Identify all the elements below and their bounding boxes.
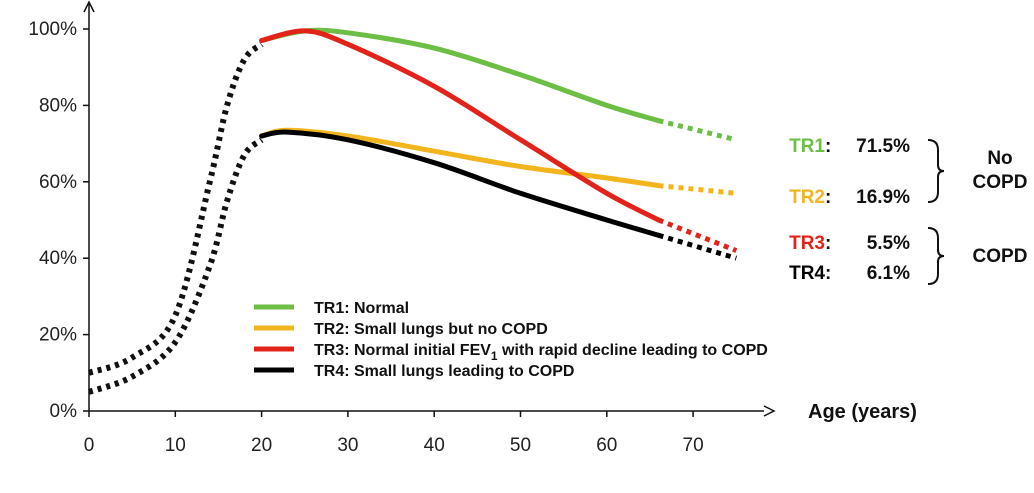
y-tick-label: 100% — [28, 19, 77, 40]
annotation-label: TR4 — [789, 263, 825, 284]
y-tick-label: 0% — [50, 401, 78, 422]
x-tick-label: 0 — [84, 435, 95, 456]
x-tick-label: 70 — [683, 435, 704, 456]
axes — [83, 0, 776, 417]
x-tick-label: 50 — [510, 435, 531, 456]
annotation-label: TR2 — [789, 187, 825, 208]
series-line — [259, 129, 662, 238]
series-extrapolation-dotted — [658, 183, 737, 196]
brace-no-copd — [927, 139, 945, 203]
annotation-label: TR3 — [789, 233, 825, 254]
x-tick-label: 10 — [165, 435, 186, 456]
growth-curve-dotted — [88, 137, 264, 395]
annotation-colon: : — [825, 187, 831, 208]
y-tick-label: 40% — [39, 248, 77, 269]
y-tick-label: 20% — [39, 325, 77, 346]
series-lines — [259, 27, 738, 261]
legend-entry: TR2: Small lungs but no COPD — [314, 321, 548, 338]
annotation-value: 16.9% — [856, 187, 910, 208]
series-line — [259, 27, 662, 124]
annotation-value: 6.1% — [867, 263, 910, 284]
ticks: 0% 20% 40% 60% 80% 100% 0 10 20 30 40 50 60 70 — [28, 19, 703, 456]
annotation-label: TR1 — [789, 136, 825, 157]
series-extrapolation-dotted — [657, 118, 737, 143]
y-tick-label: 60% — [39, 172, 77, 193]
legend: TR1: Normal TR2: Small lungs but no COPD T… — [254, 300, 768, 380]
annotation-colon: : — [825, 263, 831, 284]
x-tick-label: 30 — [337, 435, 358, 456]
y-tick-label: 80% — [39, 95, 77, 116]
growth-curves — [88, 41, 264, 395]
annotation-value: 71.5% — [856, 136, 910, 157]
group-label-copd: COPD — [973, 246, 1028, 267]
annotation-value: 5.5% — [867, 233, 910, 254]
series-line — [259, 28, 662, 223]
annotation-colon: : — [825, 136, 831, 157]
series-extrapolation-dotted — [657, 217, 738, 253]
legend-entry: TR4: Small lungs leading to COPD — [314, 363, 574, 380]
growth-curve-dotted — [88, 41, 264, 376]
x-tick-label: 60 — [596, 435, 617, 456]
annotation-colon: : — [825, 233, 831, 254]
x-tick-label: 20 — [251, 435, 272, 456]
x-axis-label: Age (years) — [808, 401, 917, 423]
group-label-copd-top: COPD — [973, 172, 1028, 193]
legend-entry: TR3: Normal initial FEV1 with rapid decl… — [314, 342, 768, 363]
brace-copd — [927, 227, 945, 285]
series-extrapolation-dotted — [657, 232, 738, 261]
x-tick-label: 40 — [424, 435, 445, 456]
legend-entry: TR1: Normal — [314, 300, 409, 317]
series-line — [259, 127, 662, 189]
x-axis-arrow — [763, 405, 776, 417]
y-axis-arrow — [83, 0, 95, 13]
annotations: TR1: 71.5% TR2: 16.9% TR3: 5.5% TR4: 6.1% No COPD… — [789, 136, 1028, 285]
group-label-no: No — [987, 148, 1012, 169]
